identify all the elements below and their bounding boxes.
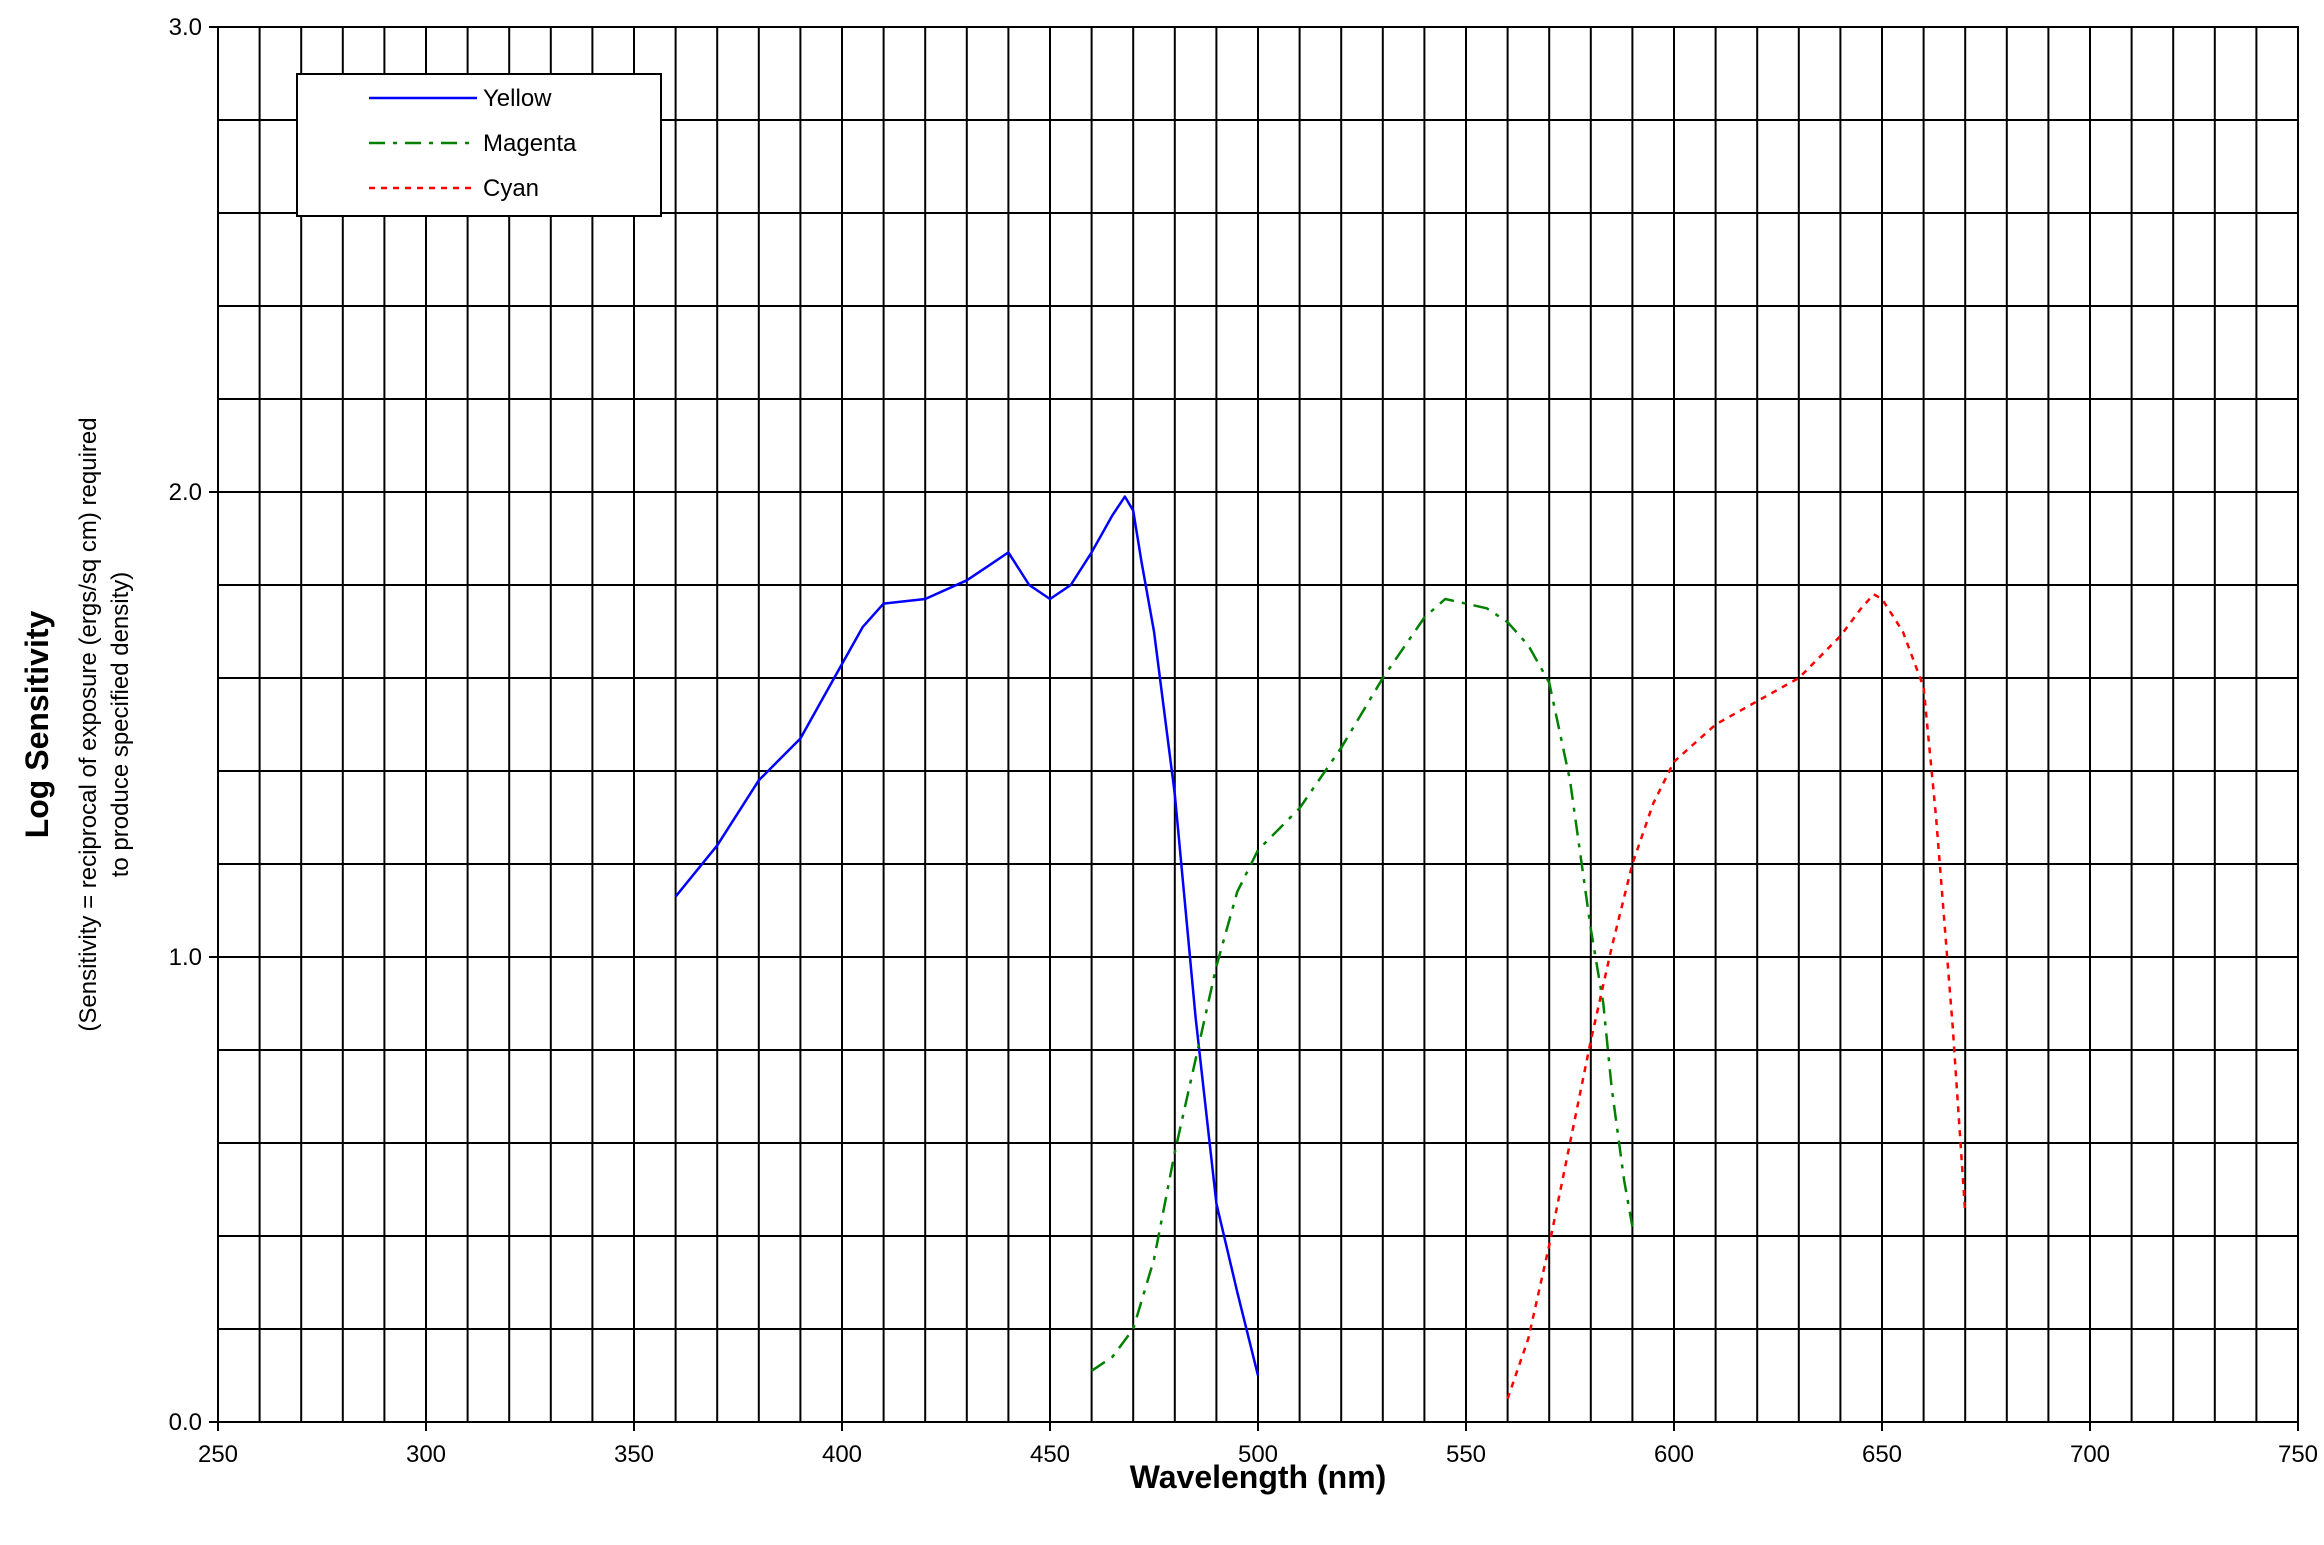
y-tick-label: 0.0 bbox=[169, 1409, 202, 1436]
y-axis-title-group: Log Sensitivity (Sensitivity = reciproca… bbox=[19, 417, 134, 1031]
y-tick-label: 2.0 bbox=[169, 479, 202, 506]
series-line-cyan bbox=[1506, 593, 1967, 1400]
x-tick-label: 700 bbox=[2070, 1441, 2110, 1468]
x-tick-label: 500 bbox=[1238, 1441, 1278, 1468]
legend-label-magenta: Magenta bbox=[483, 130, 577, 157]
legend-box bbox=[296, 73, 662, 217]
y-tick-label: 3.0 bbox=[169, 14, 202, 41]
x-tick-label: 550 bbox=[1446, 1441, 1486, 1468]
legend: Yellow Magenta Cyan bbox=[296, 73, 662, 217]
x-tick-label: 300 bbox=[406, 1441, 446, 1468]
legend-label-yellow: Yellow bbox=[483, 85, 552, 112]
x-tick-label: 450 bbox=[1030, 1441, 1070, 1468]
x-tick-label: 400 bbox=[822, 1441, 862, 1468]
y-axis-subtitle-line-2: to produce specified density) bbox=[107, 572, 134, 878]
series-lines bbox=[674, 495, 1967, 1400]
x-axis-title: Wavelength (nm) bbox=[1130, 1459, 1387, 1495]
axis-ticks: 250 300 350 400 450 500 550 600 650 700 750 0.0 1.0 2… bbox=[169, 14, 2318, 1468]
x-tick-label: 750 bbox=[2278, 1441, 2318, 1468]
legend-label-cyan: Cyan bbox=[483, 175, 539, 202]
y-axis-subtitle-line-1: (Sensitivity = reciprocal of exposure (e… bbox=[75, 417, 102, 1031]
y-axis-title: Log Sensitivity bbox=[19, 611, 55, 839]
series-line-magenta bbox=[1090, 597, 1634, 1372]
x-tick-label: 350 bbox=[614, 1441, 654, 1468]
x-tick-label: 250 bbox=[198, 1441, 238, 1468]
grid bbox=[217, 26, 2299, 1423]
y-tick-label: 1.0 bbox=[169, 944, 202, 971]
x-tick-label: 600 bbox=[1654, 1441, 1694, 1468]
x-tick-label: 650 bbox=[1862, 1441, 1902, 1468]
series-line-yellow bbox=[674, 495, 1260, 1376]
